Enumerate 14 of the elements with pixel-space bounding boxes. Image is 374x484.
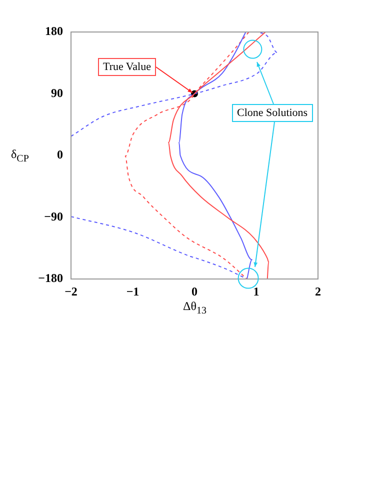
y-tick-label: −180: [38, 271, 63, 286]
y-tick-label: 180: [45, 24, 63, 38]
x-tick-label: 0: [192, 284, 198, 298]
x-tick-label: −1: [126, 284, 140, 298]
annotation: Clone Solutions: [232, 104, 313, 122]
x-tick-label: −2: [64, 284, 78, 298]
y-axis-title: δ$_{CP}$: [11, 147, 29, 164]
x-tick-label: 2: [315, 284, 321, 298]
annotation: True Value: [98, 58, 156, 76]
x-axis-title: Δθ$_{13}$: [183, 299, 206, 316]
y-tick-label: 0: [57, 148, 63, 162]
y-tick-label: 90: [51, 86, 63, 100]
y-tick-label: −90: [44, 209, 63, 224]
x-tick-label: 1: [253, 284, 260, 298]
